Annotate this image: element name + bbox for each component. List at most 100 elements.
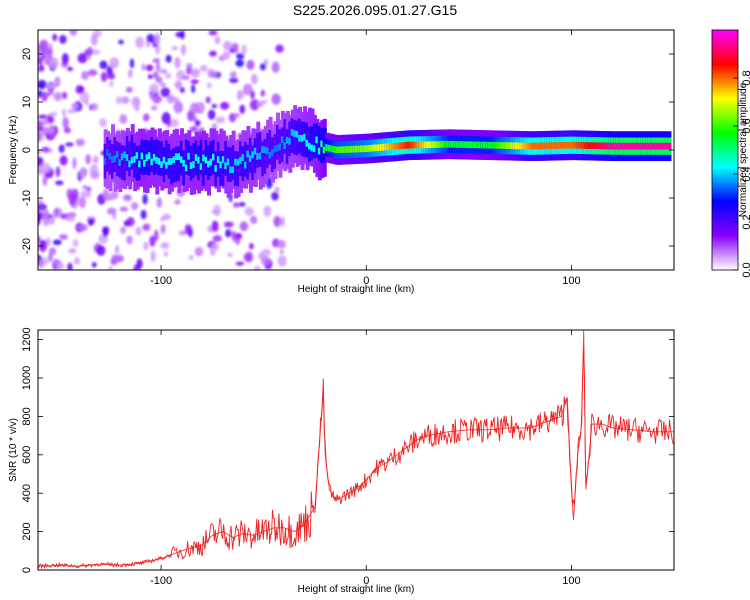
ridge-cell [347, 146, 352, 153]
noise-cell [42, 92, 51, 98]
noise-cell [150, 105, 158, 111]
ridge-cell [177, 146, 182, 181]
ridge-cell [271, 149, 276, 156]
noise-cell [80, 190, 87, 198]
spectrogram-x-tick-label: -100 [150, 275, 172, 287]
snr-y-tick-label: 0 [21, 567, 33, 573]
noise-cell [38, 259, 44, 269]
noise-cell [271, 93, 281, 105]
noise-cell [223, 40, 233, 51]
noise-cell [75, 138, 86, 147]
ridge-cell [128, 141, 133, 177]
noise-cell [211, 103, 218, 109]
noise-cell [164, 73, 172, 79]
ridge-cell [221, 156, 226, 163]
ridge-cell [234, 151, 239, 186]
noise-cell [241, 44, 247, 56]
noise-cell [84, 190, 92, 198]
spectrogram-y-tick-label: -10 [21, 190, 33, 206]
ridge-cell [258, 132, 263, 167]
snr-y-tick-label: 600 [21, 446, 33, 464]
noise-cell [222, 51, 231, 60]
ridge-cell [312, 145, 317, 153]
noise-cell [38, 236, 41, 242]
noise-cell [142, 113, 150, 122]
noise-cell [215, 116, 226, 124]
noise-cell [159, 69, 168, 74]
noise-cell [111, 254, 118, 262]
noise-cell [205, 96, 211, 104]
ridge-cell [645, 142, 650, 150]
noise-cell [190, 68, 201, 78]
ridge-cell [453, 140, 458, 148]
ridge-cell [544, 142, 549, 150]
ridge-cell [239, 157, 244, 164]
colorbar-tick-label: 0.4 [741, 166, 750, 181]
ridge-cell [463, 141, 468, 148]
noise-cell [38, 204, 45, 211]
noise-cell [211, 243, 220, 251]
noise-cell [125, 86, 133, 93]
noise-cell [54, 207, 59, 217]
noise-cell [55, 180, 64, 186]
noise-cell [275, 44, 284, 53]
ridge-cell [199, 163, 204, 171]
noise-cell [131, 96, 141, 108]
noise-cell [155, 76, 163, 84]
ridge-cell [165, 140, 170, 176]
ridge-cell [335, 146, 340, 154]
ridge-cell [229, 147, 234, 183]
noise-cell [199, 64, 208, 73]
ridge-cell [285, 136, 290, 144]
noise-cell [208, 71, 218, 78]
snr-x-ticks: -100 0 100 [150, 330, 581, 587]
noise-cell [121, 96, 130, 104]
noise-cell [90, 171, 100, 180]
ridge-cell [413, 141, 418, 149]
ridge-cell [133, 156, 138, 163]
ridge-cell [268, 151, 273, 159]
noise-cell [48, 252, 53, 262]
noise-cell [242, 83, 253, 96]
ridge-cell [433, 141, 438, 148]
noise-cell [189, 125, 198, 133]
noise-cell [170, 118, 179, 128]
ridge-cell [655, 142, 660, 150]
ridge-cell [480, 141, 485, 149]
noise-cell [50, 111, 58, 117]
noise-cell [156, 197, 163, 208]
ridge-cell [115, 141, 120, 177]
noise-cell [211, 220, 219, 233]
ridge-cell [460, 141, 465, 148]
noise-cell [263, 205, 272, 217]
ridge-cell [362, 145, 367, 153]
ridge-cell [667, 142, 672, 150]
ridge-cell [509, 142, 514, 150]
ridge-cell [226, 158, 231, 166]
noise-cell [142, 223, 151, 231]
ridge-cell [113, 155, 118, 163]
spectrogram-y-axis-label: Frequency (Hz) [8, 116, 19, 185]
noise-cell [79, 91, 90, 103]
noise-cell [61, 108, 67, 117]
noise-cell [78, 223, 88, 232]
noise-cell [45, 48, 53, 57]
noise-cell [90, 49, 101, 55]
ridge-cell [246, 150, 251, 158]
noise-cell [173, 101, 184, 114]
ridge-cell [184, 164, 189, 172]
noise-cell [55, 166, 61, 178]
noise-cell [38, 125, 44, 132]
ridge-cell [662, 142, 667, 150]
ridge-cell [514, 142, 519, 150]
snr-x-tick-label: 0 [363, 575, 369, 587]
ridge-cell [219, 150, 224, 186]
noise-cell [43, 219, 48, 226]
noise-cell [246, 59, 255, 70]
noise-cell [61, 91, 68, 99]
ridge-cell [588, 142, 593, 149]
ridge-cell [568, 141, 573, 149]
ridge-cell [307, 142, 312, 150]
noise-cell [279, 249, 284, 254]
ridge-cell [298, 134, 303, 142]
